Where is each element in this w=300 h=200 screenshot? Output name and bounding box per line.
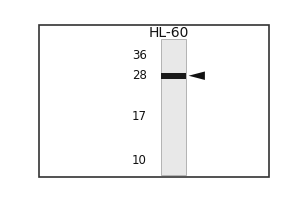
Bar	[161, 39, 186, 175]
Bar	[161, 73, 186, 79]
Text: 36: 36	[132, 49, 147, 62]
Polygon shape	[189, 71, 205, 80]
Text: 10: 10	[132, 154, 147, 167]
Text: 17: 17	[132, 110, 147, 123]
Text: 28: 28	[132, 69, 147, 82]
Text: HL-60: HL-60	[149, 26, 189, 40]
